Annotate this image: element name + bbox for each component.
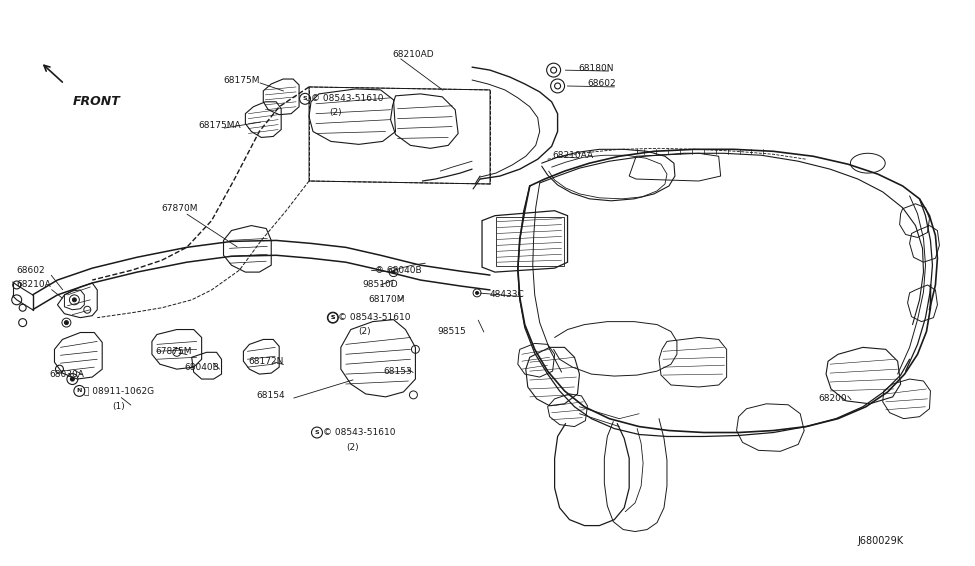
Text: © 08543-51610: © 08543-51610 bbox=[323, 428, 396, 437]
Circle shape bbox=[392, 271, 395, 273]
Text: ⓝ 08911-1062G: ⓝ 08911-1062G bbox=[84, 387, 154, 396]
Text: S: S bbox=[331, 315, 334, 320]
Text: 68154: 68154 bbox=[256, 391, 285, 400]
Text: 68200: 68200 bbox=[818, 395, 846, 404]
Text: 68210AD: 68210AD bbox=[393, 50, 434, 59]
Text: 48433C: 48433C bbox=[490, 290, 525, 299]
Text: N: N bbox=[77, 388, 82, 393]
Text: 68030A: 68030A bbox=[50, 370, 85, 379]
Text: 68040B: 68040B bbox=[184, 363, 219, 372]
Text: (2): (2) bbox=[346, 443, 359, 452]
Text: ® 68040B: ® 68040B bbox=[374, 265, 421, 275]
Text: S: S bbox=[331, 315, 335, 320]
Text: 68175M: 68175M bbox=[223, 75, 260, 84]
Text: © 08543-51610: © 08543-51610 bbox=[338, 313, 410, 322]
Circle shape bbox=[70, 377, 74, 381]
Text: S: S bbox=[315, 430, 319, 435]
Text: 68602: 68602 bbox=[587, 79, 616, 88]
Text: 68180N: 68180N bbox=[578, 63, 614, 72]
Text: 68210AA: 68210AA bbox=[553, 151, 594, 160]
Text: 68172N: 68172N bbox=[249, 357, 284, 366]
Text: J680029K: J680029K bbox=[858, 537, 904, 546]
Text: 98515: 98515 bbox=[438, 327, 466, 336]
Text: FRONT: FRONT bbox=[72, 95, 120, 108]
Circle shape bbox=[72, 298, 76, 302]
Text: S: S bbox=[302, 96, 307, 101]
Text: 68153: 68153 bbox=[383, 367, 412, 376]
Text: 98510D: 98510D bbox=[363, 281, 399, 289]
Circle shape bbox=[476, 291, 479, 294]
Text: (2): (2) bbox=[359, 327, 371, 336]
Text: 68210A: 68210A bbox=[17, 281, 52, 289]
Text: 68170M: 68170M bbox=[369, 295, 406, 305]
Bar bbox=[496, 217, 564, 266]
Text: 68175MA: 68175MA bbox=[199, 121, 241, 130]
Text: 67875M: 67875M bbox=[155, 347, 191, 356]
Text: 68602: 68602 bbox=[17, 265, 45, 275]
Text: © 08543-51610: © 08543-51610 bbox=[311, 95, 383, 104]
Text: (2): (2) bbox=[329, 108, 341, 117]
Circle shape bbox=[64, 320, 68, 324]
Text: 67870M: 67870M bbox=[162, 204, 198, 213]
Text: (1): (1) bbox=[112, 402, 125, 411]
